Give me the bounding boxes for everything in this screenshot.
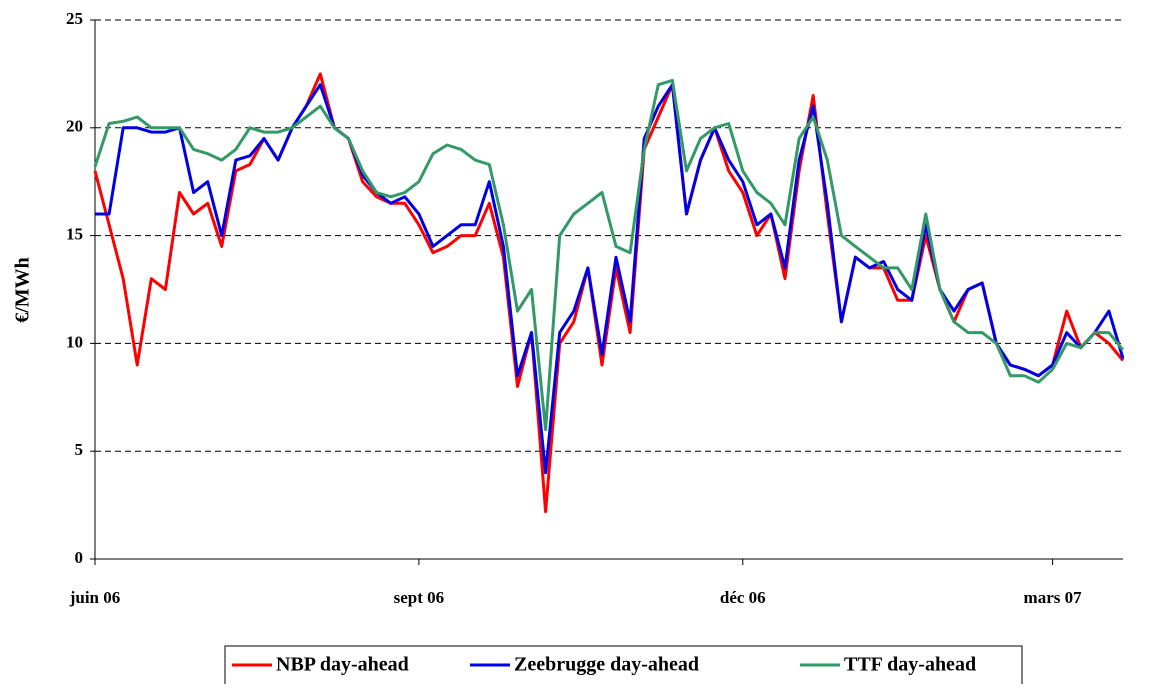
x-tick-label: déc 06 <box>720 588 766 607</box>
y-tick-label: 15 <box>66 225 83 244</box>
y-tick-label: 0 <box>75 548 84 567</box>
legend-label: Zeebrugge day-ahead <box>514 654 699 676</box>
x-tick-label: sept 06 <box>394 588 445 607</box>
y-axis-label: €/MWh <box>12 257 34 323</box>
series-line <box>93 78 1125 432</box>
x-tick-label: juin 06 <box>69 588 121 607</box>
series-line <box>95 83 1125 475</box>
y-tick-label: 10 <box>66 332 83 351</box>
legend-box <box>224 645 1023 687</box>
y-tick-label: 20 <box>66 117 83 136</box>
legend-label: NBP day-ahead <box>276 654 409 676</box>
series-line <box>93 72 1125 514</box>
y-tick-label: 25 <box>66 9 83 28</box>
legend-label: TTF day-ahead <box>844 654 976 676</box>
x-tick-label: mars 07 <box>1024 588 1083 607</box>
y-tick-label: 5 <box>75 440 84 459</box>
